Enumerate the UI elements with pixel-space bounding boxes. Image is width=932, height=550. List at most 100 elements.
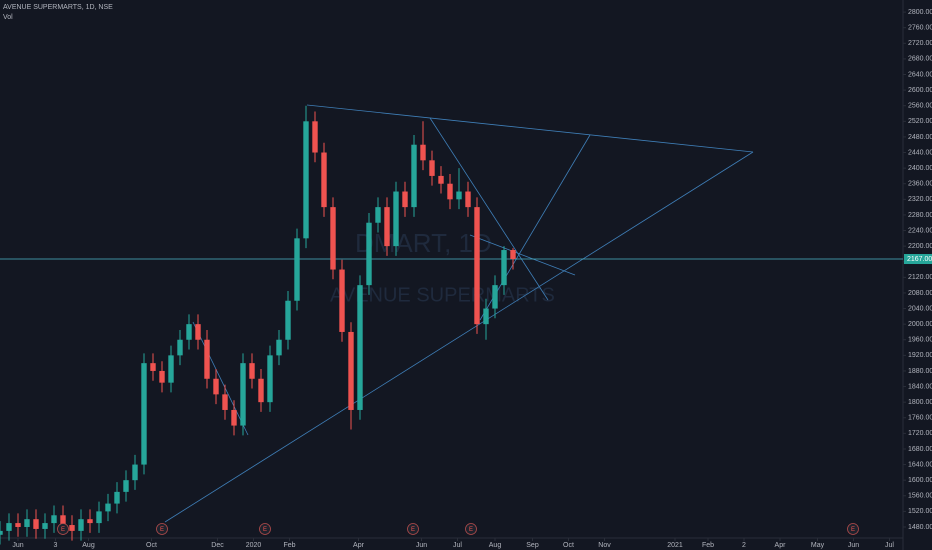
y-tick-label: 2600.00	[908, 87, 932, 94]
chart-title: AVENUE SUPERMARTS, 1D, NSE	[3, 4, 113, 11]
trend-line	[164, 151, 754, 523]
x-tick-label: 2021	[667, 542, 683, 549]
y-tick-label: 1520.00	[908, 508, 932, 515]
candle-body	[276, 339, 282, 356]
y-tick-label: 2080.00	[908, 290, 932, 297]
y-tick-label: 2640.00	[908, 71, 932, 78]
trend-line	[479, 134, 591, 321]
y-tick-label: 2720.00	[908, 40, 932, 47]
trend-line	[306, 104, 754, 153]
candle-body	[348, 331, 354, 410]
x-tick-label: Feb	[283, 542, 295, 549]
candle-body	[474, 207, 480, 325]
candle-body	[231, 409, 237, 426]
watermark: DMART, 1D	[355, 228, 492, 258]
x-tick-label: Jul	[453, 542, 462, 549]
y-tick-label: 1480.00	[908, 524, 932, 531]
candle-body	[438, 175, 444, 184]
candle-body	[357, 285, 363, 410]
candle-body	[132, 464, 138, 481]
earnings-marker	[156, 523, 168, 535]
x-tick-label: 2020	[246, 542, 262, 549]
candle-body	[483, 308, 489, 325]
y-tick-label: 1640.00	[908, 461, 932, 468]
candle-body	[204, 339, 210, 379]
trend-line	[429, 117, 549, 301]
candle-body	[321, 152, 327, 208]
y-tick-label: 2320.00	[908, 196, 932, 203]
trend-lines	[164, 104, 754, 523]
x-tick-label: Dec	[211, 542, 224, 549]
x-tick-label: Jul	[885, 542, 894, 549]
earnings-marker	[847, 523, 859, 535]
watermark: AVENUE SUPERMARTS	[330, 284, 555, 306]
x-tick-label: May	[811, 542, 825, 549]
candle-body	[339, 269, 345, 332]
candle-body	[267, 355, 273, 403]
candle-body	[402, 191, 408, 208]
candle-body	[510, 250, 516, 260]
candle-body	[222, 394, 228, 410]
x-tick-label: Aug	[489, 542, 502, 549]
candle-body	[33, 519, 39, 529]
y-tick-label: 2520.00	[908, 118, 932, 125]
y-tick-label: 2760.00	[908, 25, 932, 32]
candle-body	[303, 121, 309, 239]
earnings-marker	[259, 523, 271, 535]
candle-body	[501, 250, 507, 286]
candle-body	[249, 363, 255, 379]
x-tick-label: Jun	[416, 542, 427, 549]
candle-body	[420, 144, 426, 161]
candle-body	[42, 523, 48, 529]
y-tick-label: 2480.00	[908, 134, 932, 141]
candle-body	[375, 207, 381, 223]
candle-body	[114, 491, 120, 504]
earnings-marker	[57, 523, 69, 535]
y-tick-label: 1840.00	[908, 383, 932, 390]
x-tick-label: Feb	[702, 542, 714, 549]
trend-line	[192, 321, 249, 436]
candle-body	[123, 480, 129, 492]
candle-body	[15, 523, 21, 527]
y-tick-label: 2360.00	[908, 181, 932, 188]
x-tick-label: 3	[54, 542, 58, 549]
last-price-box	[904, 254, 932, 265]
candle-body	[24, 519, 30, 527]
candle-body	[105, 503, 111, 512]
candle-body	[411, 144, 417, 208]
x-tick-label: Jun	[12, 542, 23, 549]
x-tick-label: Aug	[82, 542, 95, 549]
y-tick-label: 1720.00	[908, 430, 932, 437]
candle-body	[447, 183, 453, 200]
y-tick-label: 1680.00	[908, 446, 932, 453]
y-tick-label: 1800.00	[908, 399, 932, 406]
candle-body	[330, 207, 336, 270]
y-tick-label: 1760.00	[908, 415, 932, 422]
y-tick-label: 2440.00	[908, 149, 932, 156]
candle-body	[366, 222, 372, 286]
y-tick-label: 2120.00	[908, 274, 932, 281]
earnings-label: E	[61, 527, 65, 533]
y-tick-label: 2200.00	[908, 243, 932, 250]
y-tick-label: 1880.00	[908, 368, 932, 375]
candle-body	[78, 519, 84, 531]
x-tick-label: Oct	[146, 542, 157, 549]
y-tick-label: 2240.00	[908, 227, 932, 234]
earnings-marker	[407, 523, 419, 535]
candle-body	[159, 370, 165, 383]
x-tick-label: 2	[742, 542, 746, 549]
candle-body	[393, 191, 399, 247]
x-tick-label: Apr	[775, 542, 787, 549]
candle-body	[312, 121, 318, 153]
candle-body	[213, 378, 219, 395]
y-tick-label: 2680.00	[908, 56, 932, 63]
candle-body	[87, 519, 93, 524]
candle-body	[168, 355, 174, 383]
y-tick-label: 2800.00	[908, 9, 932, 16]
candle-body	[429, 160, 435, 176]
volume-label: Vol	[3, 14, 13, 21]
candle-body	[177, 339, 183, 356]
candle-body	[96, 511, 102, 524]
